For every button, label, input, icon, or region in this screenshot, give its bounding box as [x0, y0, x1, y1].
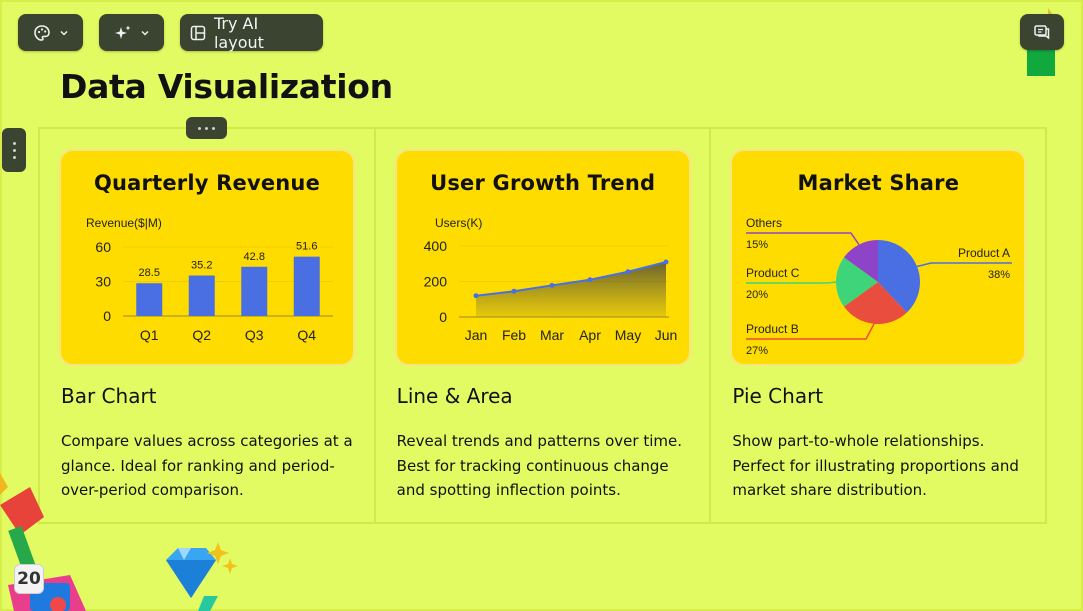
column-heading: Pie Chart — [732, 384, 824, 408]
pie-slice — [844, 282, 908, 324]
decorative-diamond — [166, 542, 238, 611]
area-chart-card[interactable]: User Growth Trend Users(K) 0 200 400 Jan Feb M… — [394, 149, 691, 366]
column-heading: Line & Area — [396, 384, 513, 408]
page-number-badge[interactable]: 20 — [14, 564, 44, 594]
y-tick-label: 0 — [103, 308, 111, 324]
bar — [241, 266, 268, 316]
bar — [188, 275, 215, 316]
column-bar-chart: Quarterly Revenue Revenue($|M) 0 30 60 28.5 Q… — [40, 129, 376, 522]
column-description: Reveal trends and patterns over time. Be… — [396, 432, 683, 499]
pie-slice — [844, 240, 879, 282]
bar-value-label: 35.2 — [191, 260, 212, 272]
data-point — [549, 282, 555, 288]
y-tick-label: 400 — [423, 238, 447, 254]
column-heading: Bar Chart — [61, 384, 157, 408]
chevron-down-icon — [140, 30, 149, 36]
x-tick-label: Jun — [654, 327, 677, 343]
slice-percent-label: 15% — [746, 239, 768, 251]
area-fill — [475, 261, 666, 317]
column-line-area: User Growth Trend Users(K) 0 200 400 Jan Feb M… — [376, 129, 712, 522]
y-tick-label: 60 — [95, 239, 111, 255]
y-tick-label: 30 — [95, 274, 111, 290]
data-point — [473, 293, 479, 299]
palette-icon — [33, 24, 50, 41]
comments-button[interactable] — [1020, 14, 1064, 50]
layout-icon — [190, 25, 206, 40]
x-tick-label: Q4 — [297, 327, 316, 343]
bar-value-label: 28.5 — [139, 267, 160, 279]
y-tick-label: 200 — [423, 274, 447, 290]
x-tick-label: Feb — [502, 327, 526, 343]
try-ai-layout-button[interactable]: Try AI layout — [180, 13, 323, 52]
y-axis-label: Revenue($|M) — [86, 216, 162, 230]
column-description: Compare values across categories at a gl… — [61, 432, 353, 499]
slice-name-label: Product B — [746, 322, 799, 336]
bar-value-label: 51.6 — [296, 241, 317, 253]
chevron-down-icon — [59, 30, 68, 36]
x-tick-label: Mar — [540, 327, 564, 343]
x-tick-label: Jan — [464, 327, 487, 343]
x-tick-label: May — [614, 327, 640, 343]
page-title: Data Visualization — [60, 67, 393, 106]
column-pie-chart: Market Share Product A 38% Product B 27% Pro… — [711, 129, 1045, 522]
leader-line — [746, 281, 837, 284]
x-tick-label: Q3 — [245, 327, 264, 343]
x-tick-label: Q2 — [192, 327, 211, 343]
data-point — [663, 259, 669, 265]
ai-menu-button[interactable] — [99, 14, 164, 51]
bar — [293, 256, 320, 316]
slice-percent-label: 38% — [988, 269, 1010, 281]
leader-line — [746, 323, 876, 340]
slice-percent-label: 20% — [746, 289, 768, 301]
bar-value-label: 42.8 — [244, 251, 265, 263]
series-line — [475, 261, 666, 297]
y-axis-label: Users(K) — [435, 216, 482, 230]
leader-line — [746, 232, 860, 246]
pie-slice — [878, 240, 921, 313]
data-point — [511, 288, 517, 294]
x-tick-label: Q1 — [140, 327, 159, 343]
slice-percent-label: 27% — [746, 345, 768, 357]
pie-chart: Product A 38% Product B 27% Product C 20% Othe… — [746, 216, 1013, 357]
card-title: User Growth Trend — [430, 171, 656, 195]
leader-line — [917, 262, 1013, 268]
theme-menu-button[interactable] — [18, 14, 83, 51]
x-tick-label: Apr — [579, 327, 601, 343]
slice-name-label: Others — [746, 216, 782, 230]
bar — [136, 283, 163, 316]
chart-types-grid: Quarterly Revenue Revenue($|M) 0 30 60 28.5 Q… — [38, 127, 1047, 524]
sparkle-icon — [114, 25, 130, 39]
slice-name-label: Product C — [746, 266, 800, 280]
data-point — [587, 277, 593, 283]
slice-name-label: Product A — [958, 246, 1010, 260]
card-title: Quarterly Revenue — [93, 171, 321, 195]
pie-slice — [836, 257, 879, 307]
bar-chart-card[interactable]: Quarterly Revenue Revenue($|M) 0 30 60 28.5 Q… — [59, 149, 355, 366]
block-drag-handle[interactable] — [186, 117, 227, 139]
data-point — [625, 269, 631, 275]
block-side-handle[interactable] — [2, 128, 26, 172]
try-ai-layout-label: Try AI layout — [213, 13, 264, 52]
column-description: Show part-to-whole relationships. Perfec… — [732, 432, 1019, 499]
y-tick-label: 0 — [439, 309, 447, 325]
pie-chart-card[interactable]: Market Share Product A 38% Product B 27% Pro… — [730, 149, 1027, 366]
area-chart: Users(K) 0 200 400 Jan Feb Mar Apr May Jun — [423, 216, 677, 343]
card-title: Market Share — [797, 171, 960, 195]
bar-chart: Revenue($|M) 0 30 60 28.5 Q1 35.2 Q2 42.8 Q3 51.6 Q… — [86, 216, 333, 343]
chat-icon — [1034, 25, 1050, 40]
